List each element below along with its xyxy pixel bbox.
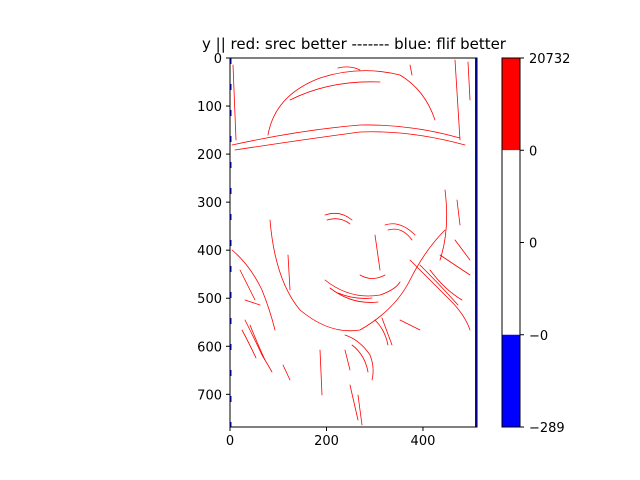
y-tick-label: 0 bbox=[214, 52, 222, 67]
y-axis: 0 100 200 300 400 500 600 700 bbox=[197, 52, 230, 403]
colorbar-tick-label: 0 bbox=[529, 144, 537, 159]
heatmap-image bbox=[231, 59, 471, 426]
colorbar-white-segment bbox=[502, 150, 520, 335]
y-tick-label: 600 bbox=[197, 340, 222, 355]
y-tick-label: 100 bbox=[197, 100, 222, 115]
colorbar-red-segment bbox=[502, 58, 520, 151]
colorbar-tick-label: 20732 bbox=[529, 52, 570, 67]
plot-area bbox=[229, 57, 478, 428]
colorbar-ticks: 20732 0 0 −0 −289 bbox=[520, 52, 570, 436]
y-tick-label: 300 bbox=[197, 196, 222, 211]
chart-title: y || red: srec better ------- blue: flif… bbox=[202, 35, 507, 53]
plot-background bbox=[230, 58, 477, 427]
colorbar-tick-label: 0 bbox=[529, 237, 537, 252]
y-tick-label: 700 bbox=[197, 388, 222, 403]
colorbar-tick-label: −0 bbox=[529, 329, 548, 344]
plot-frame bbox=[229, 57, 478, 428]
y-tick-label: 400 bbox=[197, 244, 222, 259]
colorbar-blue-segment bbox=[502, 334, 520, 427]
y-tick-label: 200 bbox=[197, 148, 222, 163]
colorbar: 20732 0 0 −0 −289 bbox=[501, 52, 570, 436]
x-axis: 0 200 400 bbox=[226, 427, 436, 449]
x-tick-label: 0 bbox=[226, 434, 234, 449]
x-tick-label: 200 bbox=[314, 434, 339, 449]
y-tick-label: 500 bbox=[197, 292, 222, 307]
x-tick-label: 400 bbox=[411, 434, 436, 449]
colorbar-tick-label: −289 bbox=[529, 421, 565, 436]
